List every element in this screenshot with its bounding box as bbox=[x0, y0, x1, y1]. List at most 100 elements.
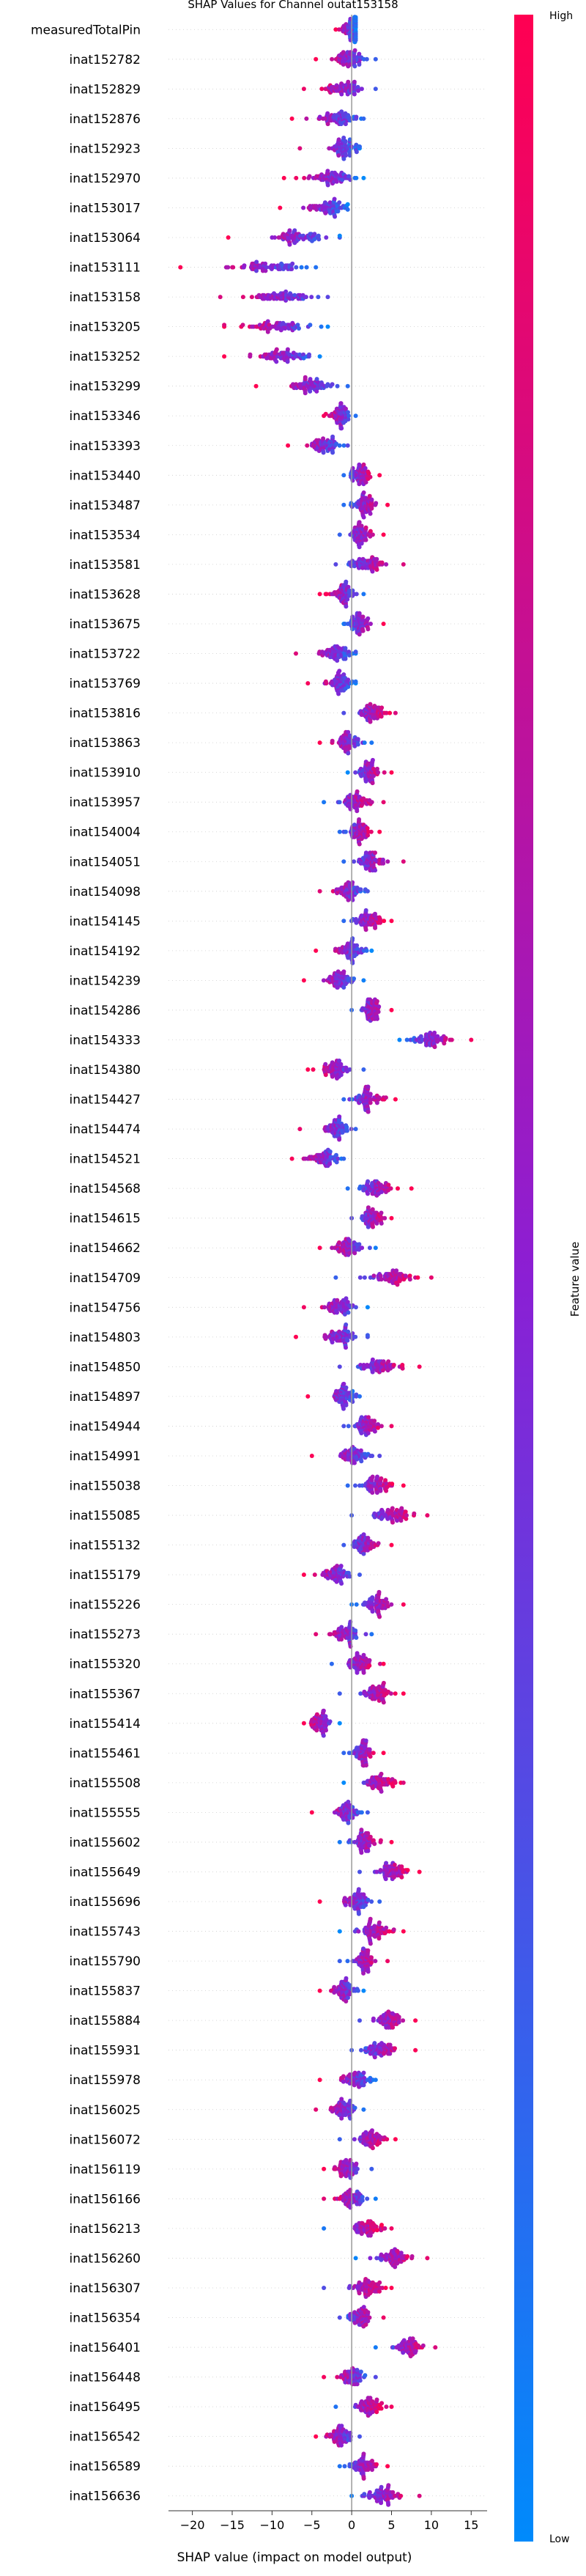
feature-label: inat153205 bbox=[70, 320, 141, 335]
shap-point bbox=[374, 1245, 378, 1250]
shap-point bbox=[339, 401, 344, 405]
shap-point bbox=[382, 1700, 386, 1704]
shap-point bbox=[356, 743, 360, 747]
feature-label: inat153675 bbox=[70, 617, 141, 632]
feature-row-inat153628: inat153628 bbox=[70, 580, 487, 609]
shap-point bbox=[361, 1971, 366, 1976]
feature-label: inat155884 bbox=[70, 2014, 141, 2028]
feature-label: inat154051 bbox=[70, 855, 141, 869]
feature-label: inat154850 bbox=[70, 1360, 141, 1375]
shap-point bbox=[290, 1157, 294, 1161]
feature-row-inat155273: inat155273 bbox=[70, 1619, 487, 1649]
shap-point bbox=[376, 770, 380, 775]
shap-point bbox=[282, 176, 286, 180]
shap-point bbox=[390, 1216, 394, 1221]
shap-point bbox=[357, 1870, 362, 1874]
shap-point bbox=[359, 2048, 363, 2053]
shap-point bbox=[319, 325, 324, 329]
shap-point bbox=[354, 649, 358, 654]
feature-label: inat155602 bbox=[70, 1836, 141, 1850]
feature-row-inat154944: inat154944 bbox=[70, 1415, 487, 1437]
shap-point bbox=[368, 622, 373, 626]
feature-row-inat155555: inat155555 bbox=[70, 1800, 487, 1825]
feature-label: inat155132 bbox=[70, 1539, 141, 1553]
shap-point bbox=[226, 235, 231, 240]
shap-point bbox=[366, 889, 370, 894]
shap-point bbox=[344, 604, 348, 608]
shap-point bbox=[369, 1961, 374, 1965]
shap-point bbox=[390, 1506, 395, 1511]
shap-point bbox=[362, 490, 366, 495]
shap-point bbox=[297, 1127, 302, 1131]
shap-point bbox=[338, 1691, 342, 1696]
shap-point bbox=[361, 592, 366, 596]
shap-point bbox=[326, 183, 330, 188]
shap-point bbox=[333, 197, 337, 202]
feature-row-inat154756: inat154756 bbox=[70, 1296, 487, 1317]
shap-point bbox=[342, 444, 346, 448]
shap-point bbox=[354, 680, 358, 684]
shap-point bbox=[401, 1691, 406, 1696]
shap-point bbox=[379, 1772, 384, 1776]
feature-row-inat153534: inat153534 bbox=[70, 520, 487, 549]
shap-point bbox=[353, 1484, 357, 1488]
feature-label: inat155555 bbox=[70, 1806, 141, 1820]
feature-label: inat154662 bbox=[70, 1241, 141, 1256]
shap-point bbox=[357, 62, 361, 67]
shap-point bbox=[360, 1245, 364, 1250]
feature-row-inat155884: inat155884 bbox=[70, 2009, 487, 2030]
feature-label: inat153064 bbox=[70, 231, 141, 246]
shap-point bbox=[346, 384, 350, 389]
shap-point bbox=[401, 859, 406, 864]
shap-point bbox=[314, 57, 318, 62]
chart-title: SHAP Values for Channel outat153158 bbox=[188, 0, 398, 11]
shap-point bbox=[379, 1868, 383, 1872]
shap-point bbox=[290, 262, 294, 266]
shap-point bbox=[368, 1748, 372, 1752]
shap-point bbox=[369, 507, 374, 511]
shap-point bbox=[366, 1191, 370, 1196]
shap-point bbox=[356, 737, 360, 741]
shap-point bbox=[361, 978, 366, 982]
shap-point bbox=[341, 711, 346, 715]
shap-point bbox=[369, 1632, 374, 1636]
shap-point bbox=[338, 800, 342, 804]
shap-point bbox=[370, 498, 374, 502]
shap-point bbox=[303, 375, 308, 380]
feature-row-inat155508: inat155508 bbox=[70, 1772, 487, 1794]
shap-point bbox=[345, 1129, 349, 1133]
shap-point bbox=[357, 144, 362, 149]
shap-point bbox=[401, 1366, 405, 1371]
shap-point bbox=[364, 1763, 368, 1767]
shap-point bbox=[366, 1831, 370, 1836]
shap-point bbox=[372, 1418, 377, 1423]
shap-point bbox=[365, 949, 369, 953]
shap-point bbox=[379, 1221, 384, 1226]
shap-point bbox=[364, 1739, 368, 1743]
shap-point bbox=[362, 515, 366, 520]
feature-label: inat154568 bbox=[70, 1182, 141, 1196]
shap-point bbox=[353, 1335, 357, 1339]
shap-point bbox=[373, 868, 377, 872]
shap-point bbox=[346, 1959, 350, 1963]
feature-row-inat153910: inat153910 bbox=[70, 758, 487, 785]
shap-point bbox=[377, 1615, 382, 1619]
shap-point bbox=[318, 1899, 322, 1904]
feature-label: inat152970 bbox=[70, 172, 141, 186]
shap-point bbox=[357, 1394, 362, 1399]
feature-row-inat155602: inat155602 bbox=[70, 1828, 487, 1855]
shap-point bbox=[294, 652, 298, 656]
feature-row-inat153722: inat153722 bbox=[70, 644, 487, 663]
shap-point bbox=[357, 1912, 361, 1916]
shap-point bbox=[401, 2018, 405, 2023]
shap-point bbox=[368, 512, 373, 516]
shap-point bbox=[377, 1541, 381, 1545]
shap-point bbox=[302, 1721, 306, 1726]
shap-point bbox=[408, 1277, 412, 1281]
shap-point bbox=[361, 614, 366, 619]
shap-point bbox=[316, 295, 320, 299]
shap-point bbox=[336, 692, 341, 696]
feature-row-inat155085: inat155085 bbox=[70, 1506, 487, 1525]
shap-point bbox=[369, 949, 374, 953]
feature-row-inat155132: inat155132 bbox=[70, 1532, 487, 1556]
